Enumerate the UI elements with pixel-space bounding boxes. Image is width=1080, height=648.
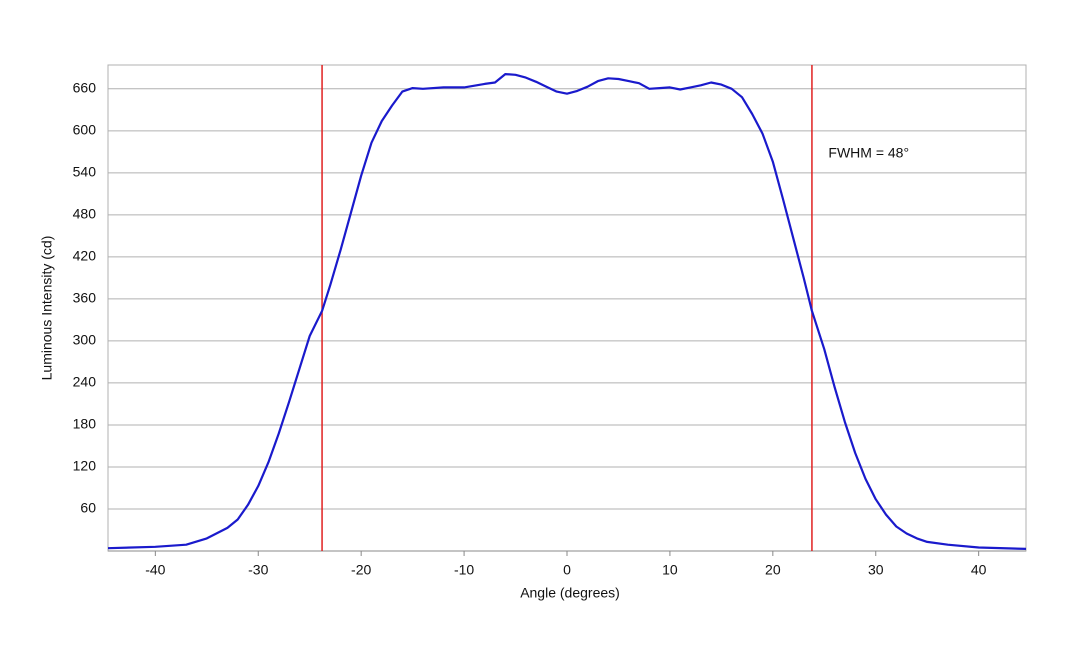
x-tick-label: 10 bbox=[662, 562, 678, 578]
x-axis-label: Angle (degrees) bbox=[520, 585, 620, 601]
y-tick-label: 300 bbox=[73, 332, 97, 348]
y-tick-label: 480 bbox=[73, 206, 97, 222]
x-tick-label: 30 bbox=[868, 562, 884, 578]
x-tick-label: 20 bbox=[765, 562, 781, 578]
y-tick-label: 240 bbox=[73, 374, 97, 390]
y-tick-label: 60 bbox=[80, 500, 96, 516]
annotation: FWHM = 48° bbox=[828, 145, 909, 161]
y-tick-label: 120 bbox=[73, 458, 97, 474]
x-tick-label: 0 bbox=[563, 562, 571, 578]
x-tick-label: -10 bbox=[454, 562, 474, 578]
y-tick-label: 660 bbox=[73, 80, 97, 96]
y-tick-label: 540 bbox=[73, 164, 97, 180]
y-axis-label: Luminous Intensity (cd) bbox=[39, 236, 55, 381]
plot-border bbox=[107, 64, 1027, 552]
x-tick-label: -30 bbox=[248, 562, 268, 578]
x-tick-label: -40 bbox=[145, 562, 165, 578]
y-tick-label: 420 bbox=[73, 248, 97, 264]
y-tick-label: 600 bbox=[73, 122, 97, 138]
y-tick-label: 360 bbox=[73, 290, 97, 306]
x-tick-label: 40 bbox=[971, 562, 987, 578]
x-tick-label: -20 bbox=[351, 562, 371, 578]
y-tick-label: 180 bbox=[73, 416, 97, 432]
intensity-curve bbox=[107, 73, 1027, 550]
